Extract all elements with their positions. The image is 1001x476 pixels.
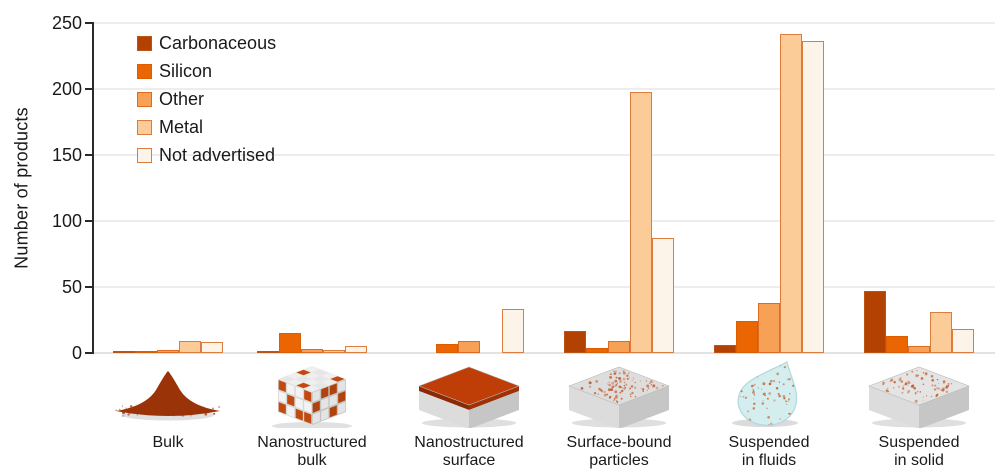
category-label-line: in fluids xyxy=(741,452,797,469)
bar-metal xyxy=(179,341,201,353)
bar-not-advertised xyxy=(201,342,223,353)
legend: Carbonaceous Silicon Other Metal Not adverti… xyxy=(137,33,277,165)
bar-group-suspended-in-solid xyxy=(864,23,974,353)
legend-swatch-icon xyxy=(137,147,152,163)
legend-item-not-advertised: Not advertised xyxy=(137,145,276,165)
bar-silicon xyxy=(586,347,608,353)
legend-item-carbonaceous: Carbonaceous xyxy=(137,33,277,53)
category-label-line: Nanostructured xyxy=(414,434,524,451)
powder-pile-icon xyxy=(110,360,226,428)
bar-group-nanostructured-bulk xyxy=(257,23,367,353)
bar-silicon xyxy=(135,351,157,353)
gridline-250 xyxy=(93,22,995,24)
bar-group-bulk xyxy=(113,23,223,353)
legend-label: Not advertised xyxy=(159,145,276,165)
bar-other xyxy=(157,350,179,353)
bar-carbonaceous xyxy=(257,351,279,353)
y-tick-100 xyxy=(85,220,93,222)
category-label-surface-bound-particles: Surface-bound particles xyxy=(534,434,704,470)
bar-carbonaceous xyxy=(714,345,736,353)
bar-other xyxy=(758,302,780,353)
legend-swatch-icon xyxy=(137,91,152,107)
category-label-line: Suspended xyxy=(878,434,960,451)
gridline-100 xyxy=(93,220,995,222)
legend-label: Silicon xyxy=(159,61,213,81)
category-label-line: Surface-bound xyxy=(566,434,672,451)
y-tick-label-200: 200 xyxy=(51,79,82,99)
gridline-50 xyxy=(93,286,995,288)
bar-metal xyxy=(930,312,952,353)
bar-group-surface-bound-particles xyxy=(564,23,674,353)
bar-silicon xyxy=(736,321,758,353)
bar-not-advertised xyxy=(952,329,974,353)
legend-label: Metal xyxy=(159,117,204,137)
bar-carbonaceous xyxy=(864,290,886,353)
y-axis-title: Number of products xyxy=(11,107,32,269)
coated-surface-icon xyxy=(411,360,527,429)
category-label-suspended-in-solid: Suspended in solid xyxy=(834,434,1001,470)
gridline-0 xyxy=(93,352,995,354)
y-tick-label-150: 150 xyxy=(51,145,82,165)
category-label-line: Nanostructured xyxy=(257,434,367,451)
legend-swatch-icon xyxy=(137,63,152,79)
legend-label: Other xyxy=(159,89,205,109)
legend-swatch-icon xyxy=(137,119,152,135)
category-label-line: Bulk xyxy=(152,434,184,451)
y-tick-0 xyxy=(85,352,93,354)
category-label-nanostructured-surface: Nanostructured surface xyxy=(384,434,554,470)
category-label-line: particles xyxy=(589,452,649,469)
category-label-line: in solid xyxy=(894,452,944,469)
bar-metal xyxy=(780,33,802,353)
bar-not-advertised xyxy=(802,41,824,353)
bar-other xyxy=(608,341,630,353)
bar-not-advertised xyxy=(652,238,674,353)
gridline-200 xyxy=(93,88,995,90)
y-tick-label-250: 250 xyxy=(51,13,82,33)
bar-not-advertised xyxy=(502,309,524,353)
legend-label: Carbonaceous xyxy=(159,33,277,53)
legend-swatch-icon xyxy=(137,35,152,51)
y-tick-200 xyxy=(85,88,93,90)
category-label-nanostructured-bulk: Nanostructured bulk xyxy=(227,434,397,470)
category-label-bulk: Bulk xyxy=(83,434,253,452)
y-axis-line xyxy=(92,22,94,354)
y-tick-250 xyxy=(85,22,93,24)
bar-other xyxy=(301,349,323,353)
bar-silicon xyxy=(886,335,908,353)
bar-carbonaceous xyxy=(564,330,586,353)
nanostructured-cube-icon xyxy=(254,360,370,430)
y-tick-label-50: 50 xyxy=(61,277,82,297)
bar-metal xyxy=(323,350,345,353)
bar-other xyxy=(458,341,480,353)
legend-item-metal: Metal xyxy=(137,117,276,137)
legend-item-silicon: Silicon xyxy=(137,61,276,81)
y-tick-150 xyxy=(85,154,93,156)
bar-silicon xyxy=(279,333,301,353)
bar-carbonaceous xyxy=(113,351,135,353)
bar-other xyxy=(908,346,930,353)
category-label-suspended-in-fluids: Suspended in fluids xyxy=(684,434,854,470)
y-tick-label-0: 0 xyxy=(71,343,82,363)
speckled-surface-icon xyxy=(561,360,677,429)
gridline-150 xyxy=(93,154,995,156)
bar-silicon xyxy=(436,343,458,353)
bar-metal xyxy=(630,91,652,353)
bar-group-suspended-in-fluids xyxy=(714,23,824,353)
category-label-line: Suspended xyxy=(728,434,810,451)
legend-item-other: Other xyxy=(137,89,276,109)
droplet-icon xyxy=(711,360,827,428)
category-label-line: bulk xyxy=(297,452,327,469)
particles-in-solid-icon xyxy=(861,360,977,429)
bar-group-nanostructured-surface xyxy=(414,23,524,353)
y-tick-label-100: 100 xyxy=(51,211,82,231)
bar-not-advertised xyxy=(345,346,367,353)
category-label-line: surface xyxy=(442,452,496,469)
y-tick-50 xyxy=(85,286,93,288)
